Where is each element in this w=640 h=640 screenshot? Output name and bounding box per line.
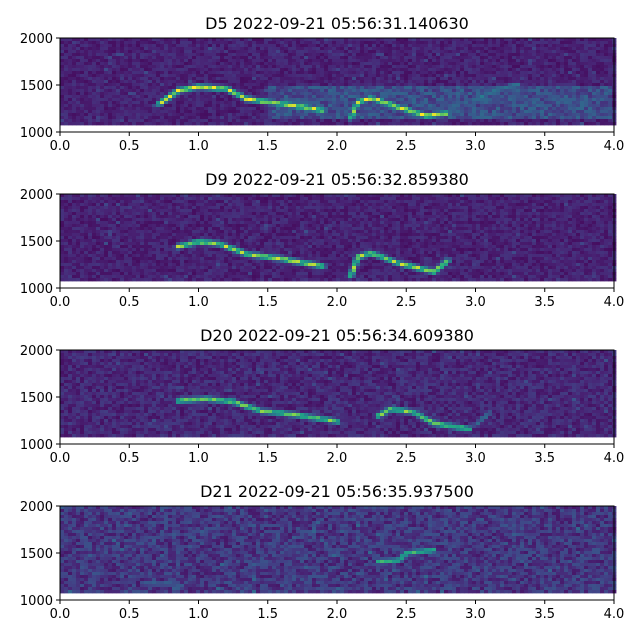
x-tick-label: 2.0 xyxy=(327,295,348,310)
x-tick-label: 3.5 xyxy=(534,607,555,622)
x-tick-label: 2.5 xyxy=(396,139,417,154)
x-tick-label: 3.5 xyxy=(534,139,555,154)
y-tick-label: 1500 xyxy=(20,547,53,562)
x-tick-label: 0.0 xyxy=(50,607,71,622)
x-tick-label: 4.0 xyxy=(604,607,625,622)
y-tick-label: 1000 xyxy=(20,282,53,297)
x-tick-label: 1.5 xyxy=(257,295,278,310)
spectrogram-image xyxy=(60,38,617,126)
spectrogram-panel-3: D20 2022-09-21 05:56:34.609380 0.0 0.5 1.0 1… xyxy=(20,326,624,466)
x-tick-label: 1.0 xyxy=(188,295,209,310)
x-tick-label: 3.0 xyxy=(465,451,486,466)
spectrogram-image xyxy=(60,350,617,438)
x-tick-label: 4.0 xyxy=(604,295,625,310)
x-tick-label: 2.0 xyxy=(327,607,348,622)
x-tick-label: 1.5 xyxy=(257,607,278,622)
x-tick-label: 1.0 xyxy=(188,451,209,466)
x-tick-label: 1.0 xyxy=(188,607,209,622)
x-tick-label: 3.0 xyxy=(465,139,486,154)
spectrogram-panel-2: D9 2022-09-21 05:56:32.859380 0.0 0.5 1.0 1.… xyxy=(20,170,624,310)
x-tick-label: 2.5 xyxy=(396,451,417,466)
y-tick-label: 1500 xyxy=(20,79,53,94)
x-tick-label: 3.0 xyxy=(465,607,486,622)
y-tick-label: 1500 xyxy=(20,235,53,250)
y-tick-label: 1000 xyxy=(20,594,53,609)
x-tick-label: 3.5 xyxy=(534,451,555,466)
y-tick-label: 2000 xyxy=(20,344,53,359)
x-tick-label: 2.5 xyxy=(396,295,417,310)
y-tick-label: 1000 xyxy=(20,126,53,141)
x-tick-label: 0.0 xyxy=(50,139,71,154)
x-tick-label: 2.5 xyxy=(396,607,417,622)
y-tick-label: 2000 xyxy=(20,32,53,47)
x-tick-label: 0.5 xyxy=(119,139,140,154)
x-tick-label: 1.5 xyxy=(257,451,278,466)
y-tick-label: 1500 xyxy=(20,391,53,406)
x-tick-label: 0.5 xyxy=(119,451,140,466)
y-tick-label: 2000 xyxy=(20,188,53,203)
x-tick-label: 0.0 xyxy=(50,451,71,466)
x-tick-label: 4.0 xyxy=(604,139,625,154)
x-tick-label: 0.0 xyxy=(50,295,71,310)
x-tick-label: 3.0 xyxy=(465,295,486,310)
panel-title: D5 2022-09-21 05:56:31.140630 xyxy=(205,14,469,33)
x-tick-label: 3.5 xyxy=(534,295,555,310)
x-tick-label: 0.5 xyxy=(119,295,140,310)
spectrogram-panel-1: D5 2022-09-21 05:56:31.140630 0.0 0.5 1.0 1.… xyxy=(20,14,624,154)
x-tick-label: 4.0 xyxy=(604,451,625,466)
x-tick-label: 1.5 xyxy=(257,139,278,154)
spectrogram-image xyxy=(60,194,617,282)
x-tick-label: 2.0 xyxy=(327,451,348,466)
y-tick-label: 1000 xyxy=(20,438,53,453)
x-tick-label: 2.0 xyxy=(327,139,348,154)
panel-title: D21 2022-09-21 05:56:35.937500 xyxy=(200,482,474,501)
spectrogram-image xyxy=(60,506,617,594)
panel-title: D9 2022-09-21 05:56:32.859380 xyxy=(205,170,469,189)
x-tick-label: 1.0 xyxy=(188,139,209,154)
spectrogram-panel-4: D21 2022-09-21 05:56:35.937500 0.0 0.5 1.0 1… xyxy=(20,482,624,622)
y-tick-label: 2000 xyxy=(20,500,53,515)
x-tick-label: 0.5 xyxy=(119,607,140,622)
panel-title: D20 2022-09-21 05:56:34.609380 xyxy=(200,326,474,345)
